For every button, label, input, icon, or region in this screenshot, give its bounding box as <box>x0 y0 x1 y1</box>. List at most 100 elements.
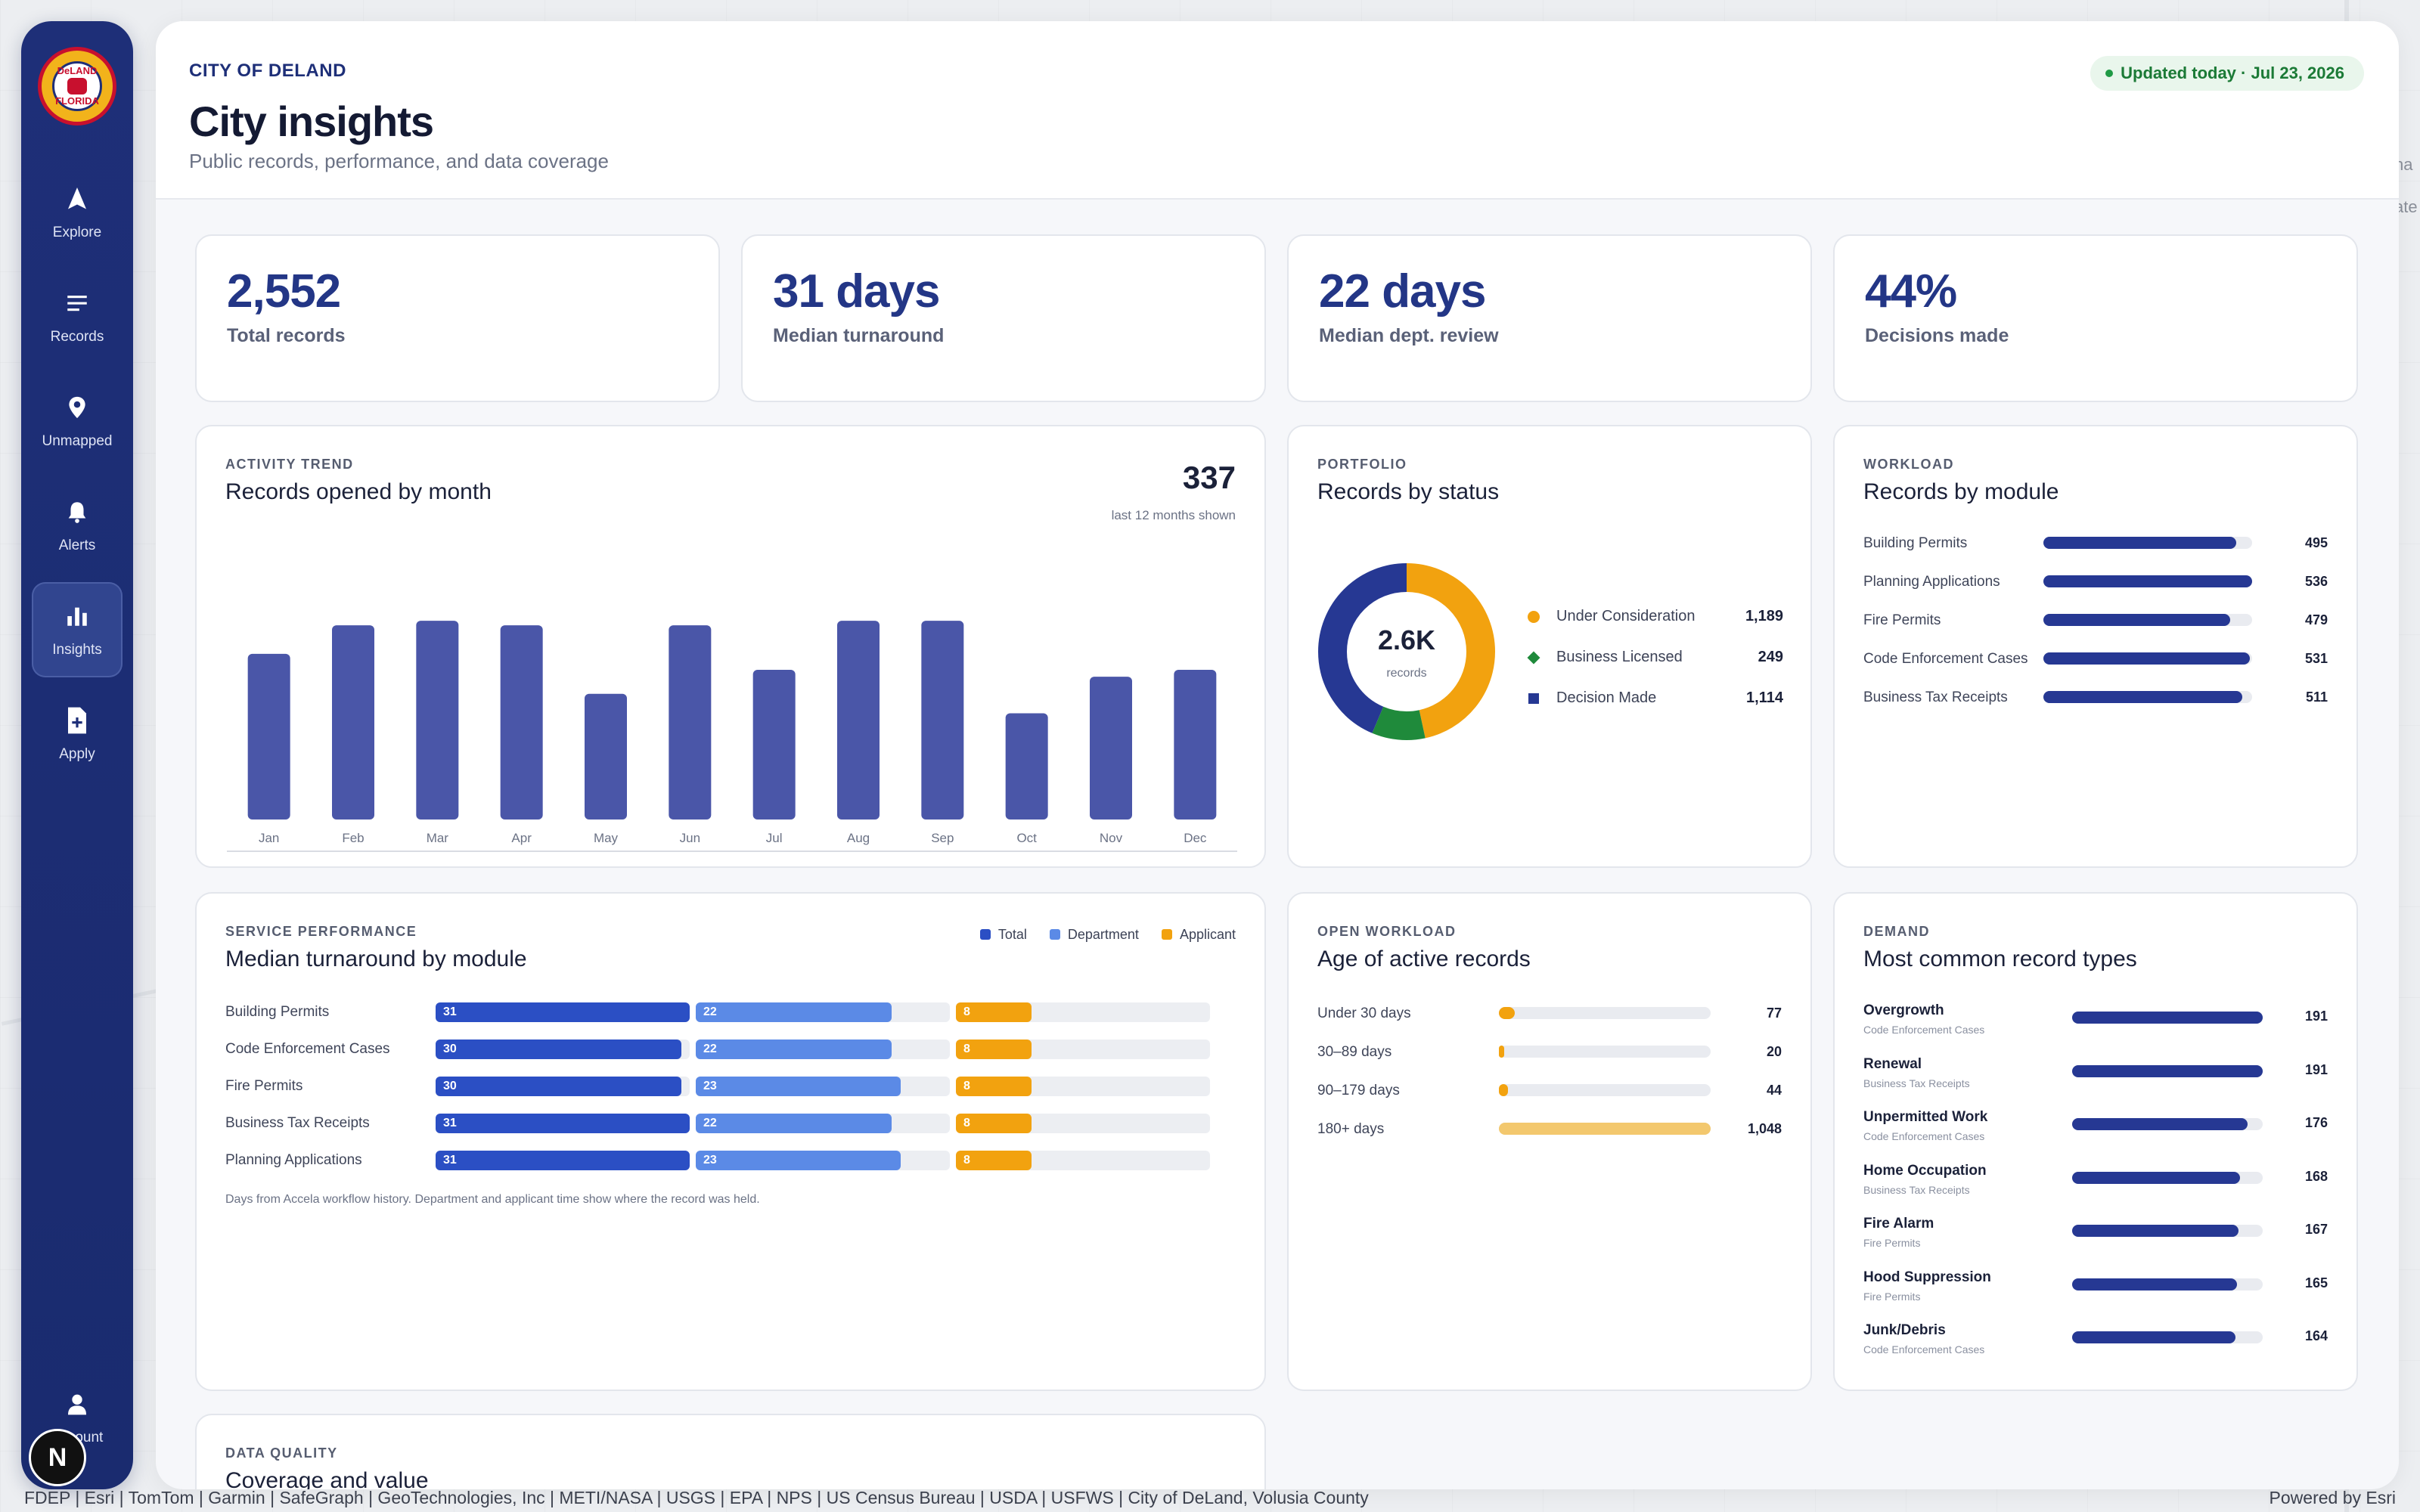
n-badge[interactable]: N <box>29 1429 86 1486</box>
department-bar-fill[interactable]: 23 <box>696 1151 901 1170</box>
module-value: 536 <box>2304 574 2328 589</box>
navigation-arrow-icon <box>62 184 92 214</box>
card-title: Most common record types <box>1863 947 2137 971</box>
card-eyebrow: PORTFOLIO <box>1317 457 1407 472</box>
record-type-value: 165 <box>2304 1275 2328 1290</box>
record-type-value: 176 <box>2304 1115 2328 1130</box>
powered-by-esri[interactable]: Powered by Esri <box>2269 1488 2396 1507</box>
module-bar-fill[interactable] <box>2043 614 2230 626</box>
applicant-bar-fill[interactable]: 8 <box>956 1077 1032 1096</box>
department-bar-fill[interactable]: 22 <box>696 1114 892 1133</box>
kpi-card-median-turnaround: 31 days Median turnaround <box>741 234 1266 402</box>
open-workload-card: OPEN WORKLOAD Age of active records Unde… <box>1287 892 1812 1391</box>
record-type-bar-fill[interactable] <box>2072 1012 2263 1024</box>
module-bar-track <box>2043 537 2252 549</box>
age-bar-fill[interactable] <box>1499 1084 1508 1096</box>
total-bar-fill[interactable]: 31 <box>436 1114 690 1133</box>
nav-explore[interactable]: Explore <box>32 165 123 260</box>
record-type-bar-track <box>2072 1278 2263 1290</box>
record-type-bar-track <box>2072 1225 2263 1237</box>
kpi-value: 44% <box>1865 265 1957 318</box>
total-bar-fill[interactable]: 30 <box>436 1077 682 1096</box>
applicant-bar-track: 8 <box>956 1077 1210 1096</box>
module-bar-fill[interactable] <box>2043 652 2251 665</box>
x-tick-label: Nov <box>1100 831 1123 845</box>
card-eyebrow: ACTIVITY TREND <box>225 457 354 472</box>
card-eyebrow: DATA QUALITY <box>225 1445 338 1461</box>
bar-jun[interactable] <box>669 625 712 820</box>
department-bar-fill[interactable]: 23 <box>696 1077 901 1096</box>
age-value: 77 <box>1766 1005 1782 1021</box>
department-bar-fill[interactable]: 22 <box>696 1040 892 1059</box>
circle-marker-icon <box>1528 610 1540 623</box>
total-bar-fill[interactable]: 30 <box>436 1040 682 1059</box>
module-value: 531 <box>2304 651 2328 666</box>
nav-records[interactable]: Records <box>32 269 123 364</box>
nav-alerts[interactable]: Alerts <box>32 478 123 573</box>
age-bar-fill[interactable] <box>1499 1046 1504 1058</box>
age-bucket-label: 180+ days <box>1317 1121 1385 1137</box>
age-bar-fill[interactable] <box>1499 1123 1711 1135</box>
total-bar-track: 31 <box>436 1114 690 1133</box>
nav-unmapped[interactable]: Unmapped <box>32 373 123 469</box>
kpi-label: Median turnaround <box>773 325 945 346</box>
nav-apply[interactable]: Apply <box>32 686 123 782</box>
record-type-bar-fill[interactable] <box>2072 1225 2239 1237</box>
bar-jul[interactable] <box>752 670 796 820</box>
kpi-label: Total records <box>227 325 346 346</box>
record-type-name: Junk/Debris <box>1863 1322 1946 1338</box>
bar-jan[interactable] <box>247 653 290 820</box>
record-type-module: Code Enforcement Cases <box>1863 1024 1985 1036</box>
total-bar-fill[interactable]: 31 <box>436 1002 690 1022</box>
diamond-marker-icon <box>1527 651 1540 664</box>
bar-may[interactable] <box>585 693 627 820</box>
age-bar-fill[interactable] <box>1499 1007 1515 1019</box>
city-label: CITY OF DELAND <box>189 60 346 81</box>
module-bar-fill[interactable] <box>2043 575 2252 587</box>
x-tick-label: May <box>594 831 619 845</box>
bar-apr[interactable] <box>500 625 543 820</box>
bar-oct[interactable] <box>1005 713 1048 820</box>
record-type-module: Code Enforcement Cases <box>1863 1130 1985 1142</box>
record-type-bar-fill[interactable] <box>2072 1118 2248 1130</box>
donut-slice-business-licensed[interactable] <box>1318 563 1495 740</box>
user-icon <box>65 1391 89 1422</box>
bar-mar[interactable] <box>416 621 459 820</box>
record-type-bar-fill[interactable] <box>2072 1171 2240 1184</box>
module-bar-fill[interactable] <box>2043 691 2243 703</box>
record-type-bar-fill[interactable] <box>2072 1064 2263 1077</box>
x-tick-label: Jan <box>259 831 279 845</box>
applicant-bar-fill[interactable]: 8 <box>956 1002 1032 1022</box>
kpi-card-median-dept-review: 22 days Median dept. review <box>1287 234 1812 402</box>
bar-sep[interactable] <box>921 621 964 820</box>
kpi-card-decisions-made: 44% Decisions made <box>1833 234 2358 402</box>
applicant-bar-fill[interactable]: 8 <box>956 1040 1032 1059</box>
legend-total: Total <box>979 927 1027 943</box>
module-bar-track <box>2043 652 2252 665</box>
kpi-value: 22 days <box>1319 265 1487 318</box>
total-bar-track: 31 <box>436 1002 690 1022</box>
record-type-name: Fire Alarm <box>1863 1216 1934 1232</box>
bar-aug[interactable] <box>837 621 880 820</box>
bar-nov[interactable] <box>1090 677 1132 820</box>
module-bar-fill[interactable] <box>2043 537 2236 549</box>
bar-feb[interactable] <box>332 625 374 820</box>
record-type-bar-track <box>2072 1012 2263 1024</box>
total-bar-fill[interactable]: 31 <box>436 1151 690 1170</box>
trend-total: 337 <box>1182 460 1236 495</box>
bar-dec[interactable] <box>1174 670 1217 820</box>
donut-slice-decision-made[interactable] <box>1318 563 1495 740</box>
card-title: Age of active records <box>1317 947 1531 971</box>
applicant-bar-track: 8 <box>956 1002 1210 1022</box>
record-type-bar-fill[interactable] <box>2072 1331 2236 1343</box>
total-bar-track: 31 <box>436 1151 690 1170</box>
card-eyebrow: DEMAND <box>1863 924 1930 939</box>
record-type-bar-fill[interactable] <box>2072 1278 2237 1290</box>
city-seal-logo[interactable]: DeLAND FLORIDA <box>38 47 116 125</box>
department-bar-fill[interactable]: 22 <box>696 1002 892 1022</box>
card-title: Records opened by month <box>225 479 492 504</box>
applicant-bar-fill[interactable]: 8 <box>956 1151 1032 1170</box>
applicant-bar-fill[interactable]: 8 <box>956 1114 1032 1133</box>
department-bar-track: 23 <box>696 1151 950 1170</box>
nav-insights[interactable]: Insights <box>32 582 123 677</box>
